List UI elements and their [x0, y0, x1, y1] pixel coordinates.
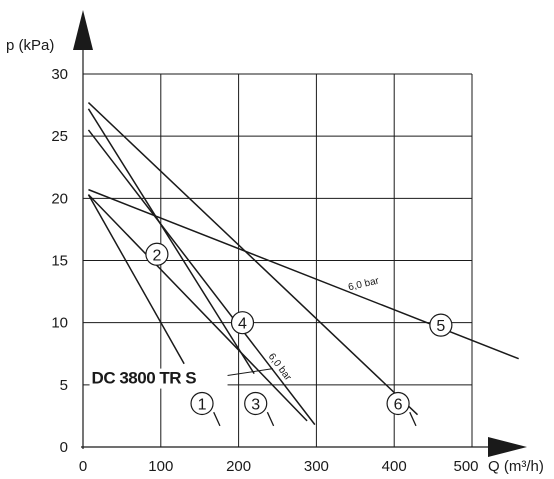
marker-circle-2 — [145, 242, 169, 266]
series-lines — [87, 102, 519, 426]
marker-label-6: 6 — [394, 396, 403, 413]
label-background — [89, 368, 228, 389]
marker-circle-6 — [386, 391, 410, 416]
y-tick-label: 25 — [51, 128, 68, 145]
y-axis-title: p (kPa) — [6, 37, 54, 54]
axes — [73, 10, 527, 457]
series-line-1 — [87, 194, 185, 365]
y-tick-label: 5 — [60, 377, 68, 394]
series-line-4 — [87, 129, 316, 426]
x-tick-label: 100 — [148, 458, 173, 475]
x-axis-arrowhead — [488, 437, 527, 457]
x-tick-label: 300 — [304, 458, 329, 475]
x-tick-label: 200 — [226, 458, 251, 475]
y-axis-arrowhead — [73, 10, 93, 50]
marker-label-3: 3 — [251, 396, 260, 413]
marker-circle-1 — [190, 391, 214, 416]
model-label: DC 3800 TR S — [92, 369, 197, 388]
pressure-label: 6,0 bar — [347, 275, 380, 293]
marker-leader-1 — [213, 411, 221, 427]
x-tick-label: 400 — [382, 458, 407, 475]
marker-label-4: 4 — [238, 316, 247, 333]
marker-circle-3 — [244, 391, 268, 416]
curve-markers: 1 2 3 4 5 6 — [145, 242, 453, 427]
marker-label-5: 5 — [436, 318, 445, 335]
y-tick-label: 0 — [60, 439, 68, 456]
series-line-6 — [87, 102, 419, 416]
x-tick-label: 0 — [79, 458, 87, 475]
x-tick-label: 500 — [453, 458, 478, 475]
series-line-3 — [87, 108, 255, 375]
marker-leader-6 — [409, 411, 417, 427]
x-axis-title: Q (m³/h) — [488, 458, 544, 475]
series-line-2 — [87, 194, 308, 422]
marker-circle-5 — [429, 313, 453, 337]
y-tick-label: 30 — [51, 66, 68, 83]
y-tick-label: 10 — [51, 315, 68, 332]
marker-label-2: 2 — [152, 247, 161, 264]
marker-leader-3 — [266, 411, 275, 427]
marker-circle-4 — [230, 311, 255, 335]
y-tick-label: 20 — [51, 190, 68, 207]
marker-label-1: 1 — [198, 396, 207, 413]
series-line-5 — [88, 188, 519, 360]
y-tick-label: 15 — [51, 253, 68, 270]
